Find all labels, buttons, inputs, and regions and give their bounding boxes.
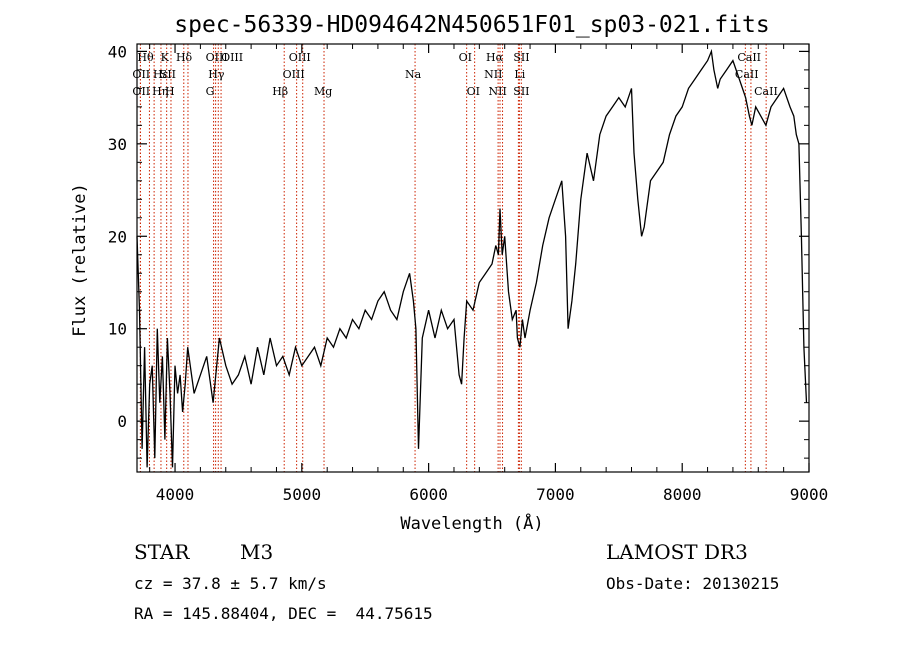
survey-name: LAMOST DR3 (606, 540, 748, 564)
line-label-10: OIII (206, 51, 228, 64)
y-tick-label-10: 10 (108, 320, 127, 339)
line-label-12: OIII (221, 51, 243, 64)
plot-frame (136, 43, 810, 473)
x-tick-label-4000: 4000 (156, 485, 195, 504)
line-label-9: G (206, 85, 215, 98)
line-label-5: K (161, 51, 170, 64)
y-tick-label-30: 30 (108, 135, 127, 154)
spectrum-line (136, 48, 808, 468)
line-label-2: Hθ (137, 51, 154, 64)
line-label-28: CaII (754, 85, 778, 98)
x-tick-label-9000: 9000 (790, 485, 829, 504)
y-tick-label-40: 40 (108, 42, 127, 61)
line-label-4: Hε (153, 68, 169, 81)
line-label-22: NII (489, 85, 507, 98)
line-label-17: Na (405, 68, 422, 81)
line-label-24: SII (513, 51, 529, 64)
line-label-27: CaII (735, 68, 759, 81)
line-label-3: Hη (152, 85, 168, 98)
object-subclass: M3 (240, 540, 274, 564)
line-label-15: OIII (289, 51, 311, 64)
x-axis-ticks: 4000 5000 6000 7000 8000 9000 (149, 44, 829, 504)
spectral-line-labels: OIIOIIHθHηHεKHSIIHδGOIIIHγOIIIHβOIIIOIII… (132, 51, 777, 98)
line-label-25: SII (513, 85, 529, 98)
line-label-26: CaII (737, 51, 761, 64)
x-tick-label-7000: 7000 (536, 485, 575, 504)
chart-title: spec-56339-HD094642N450651F01_sp03-021.f… (174, 12, 769, 38)
line-label-19: OI (467, 85, 480, 98)
spectrum-series (136, 48, 808, 468)
spectral-line-markers (139, 44, 767, 472)
y-tick-label-20: 20 (108, 227, 127, 246)
line-label-11: Hγ (208, 68, 225, 81)
line-label-7: SII (160, 68, 176, 81)
observation-date: Obs-Date: 20130215 (606, 574, 780, 593)
line-label-13: Hβ (272, 85, 288, 98)
line-label-16: Mg (314, 85, 332, 98)
redshift-cz: cz = 37.8 ± 5.7 km/s (134, 574, 327, 593)
line-label-1: OII (132, 85, 150, 98)
line-label-18: OI (459, 51, 472, 64)
line-label-21: Hα (486, 51, 504, 64)
y-axis-label: Flux (relative) (70, 183, 90, 337)
line-label-6: H (165, 85, 175, 98)
x-axis-label: Wavelength (Å) (400, 512, 543, 534)
x-tick-label-6000: 6000 (409, 485, 448, 504)
x-tick-label-8000: 8000 (663, 485, 702, 504)
y-tick-label-0: 0 (117, 412, 127, 431)
line-label-8: Hδ (176, 51, 193, 64)
y-axis-ticks: 0 10 20 30 40 (108, 42, 809, 459)
line-label-20: NII (484, 68, 502, 81)
line-label-14: OIII (283, 68, 305, 81)
coordinates: RA = 145.88404, DEC = 44.75615 (134, 604, 433, 623)
object-class: STAR (134, 540, 190, 564)
x-tick-label-5000: 5000 (283, 485, 322, 504)
line-label-23: Li (514, 68, 525, 81)
